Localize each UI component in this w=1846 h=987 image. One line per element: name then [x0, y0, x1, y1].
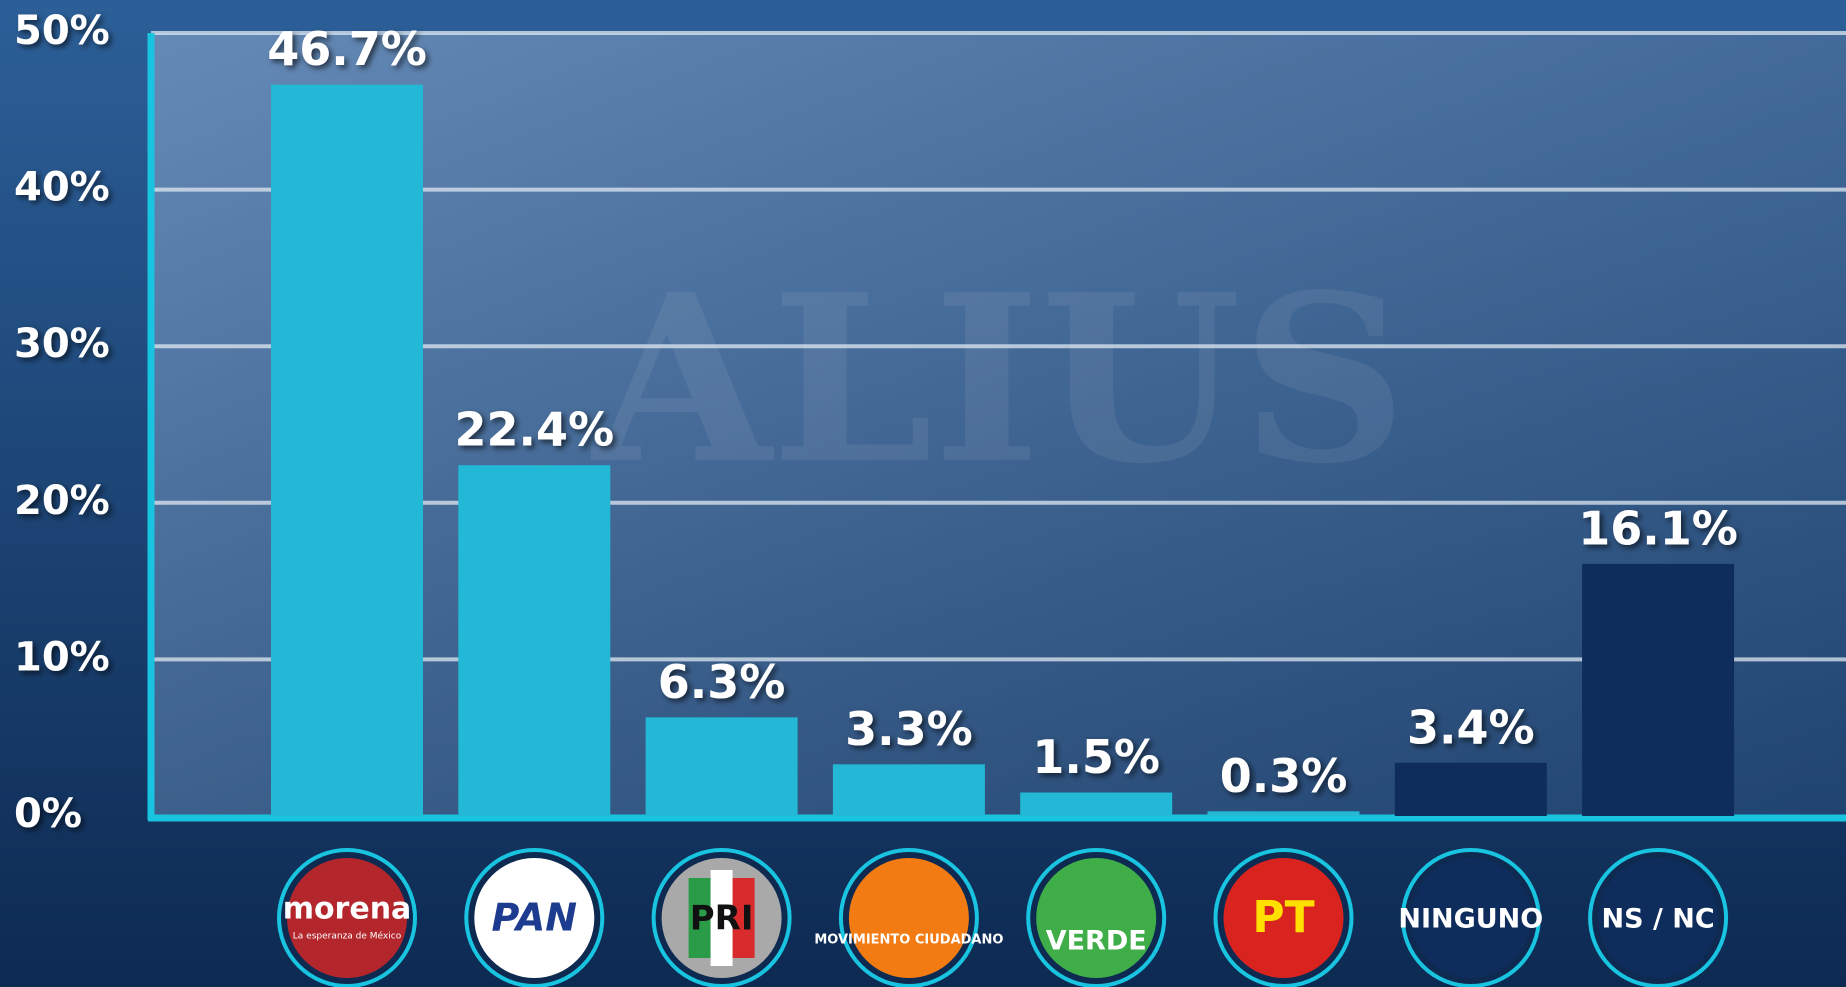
bar: [1207, 811, 1360, 816]
logo: [1598, 858, 1719, 978]
logo: [474, 858, 595, 978]
value-label: 3.4%: [1407, 700, 1535, 754]
x-tick-label: PRI: [690, 899, 754, 939]
x-tick-label: NS / NC: [1602, 904, 1715, 935]
x-tick-label: PT: [1252, 892, 1314, 943]
value-label: 46.7%: [267, 22, 427, 76]
y-tick-label: 30%: [14, 321, 110, 367]
logo: [1223, 858, 1344, 978]
bar: [271, 84, 423, 817]
x-tick-label: NINGUNO: [1398, 904, 1543, 935]
logo: [1410, 858, 1531, 978]
bar: [645, 717, 798, 816]
y-tick-label: 50%: [14, 8, 110, 54]
bar: [458, 465, 611, 816]
x-tick-label: morena: [283, 892, 412, 927]
bar: [1020, 792, 1173, 816]
y-tick-label: 0%: [14, 791, 82, 837]
value-label: 3.3%: [845, 702, 973, 756]
bar: [1394, 762, 1547, 816]
plot-area: [151, 33, 1846, 816]
logo: [1036, 858, 1157, 978]
logo-stripe: [710, 870, 733, 966]
y-tick-label: 40%: [14, 165, 110, 211]
y-tick-label: 10%: [14, 634, 110, 680]
x-tick-label: PAN: [492, 896, 578, 940]
bar: [832, 764, 985, 816]
logo: [848, 858, 969, 978]
watermark: ALIUS: [591, 245, 1407, 515]
value-label: 0.3%: [1220, 749, 1348, 803]
logo-stripe: [688, 878, 711, 958]
value-label: 6.3%: [658, 655, 786, 709]
y-tick-label: 20%: [14, 478, 110, 524]
bar: [1582, 563, 1735, 816]
x-tick-label: MOVIMIENTO CIUDADANO: [814, 933, 1003, 948]
logo: [287, 858, 407, 978]
value-label: 16.1%: [1578, 501, 1738, 555]
value-label: 22.4%: [455, 403, 615, 457]
x-tick-label: VERDE: [1046, 926, 1147, 957]
logo-stripe: [732, 878, 755, 958]
value-label: 1.5%: [1032, 730, 1160, 784]
logo-tagline: La esperanza de México: [293, 931, 402, 942]
